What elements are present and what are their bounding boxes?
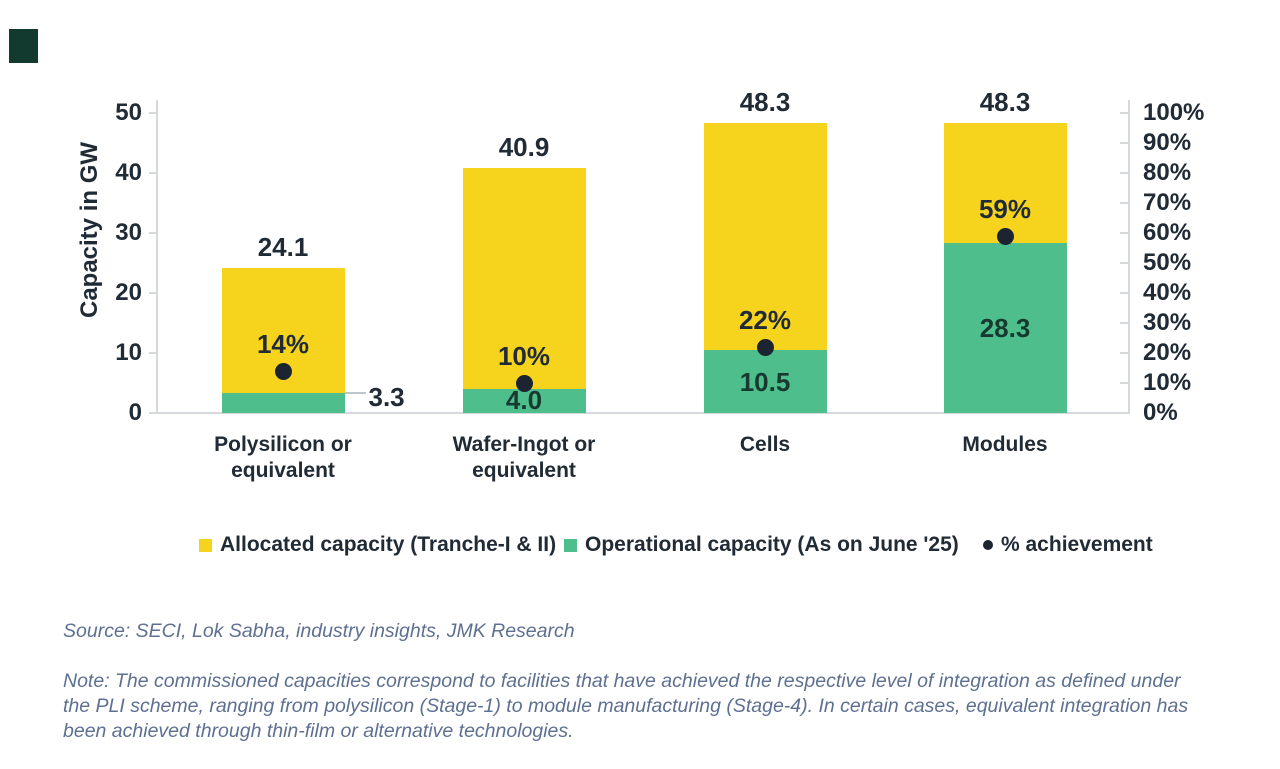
bar-operational-segment	[462, 389, 586, 413]
y-axis-tick-mark	[148, 352, 157, 354]
allocated-legend-swatch-icon	[199, 538, 212, 552]
y2-axis-tick-mark	[1120, 412, 1128, 414]
achievement-dot	[996, 227, 1014, 245]
y2-axis-tick-label: 70%	[1143, 189, 1192, 216]
legend-item-achievement: % achievement	[983, 533, 1153, 557]
bar-allocated-segment	[943, 123, 1067, 244]
y2-axis-tick-mark	[1120, 382, 1128, 384]
total-value-label: 40.9	[498, 131, 550, 162]
logo-mark	[9, 29, 38, 63]
y2-axis-tick-mark	[1120, 172, 1128, 174]
y-axis-tick-mark	[148, 232, 157, 234]
y2-axis-tick-mark	[1120, 232, 1128, 234]
operational-value-label: 10.5	[739, 366, 791, 397]
y2-axis-tick-mark	[1120, 112, 1128, 114]
operational-value-label: 4.0	[505, 385, 543, 415]
y-axis-tick-mark	[148, 292, 157, 294]
y-axis-tick-label: 20	[115, 279, 142, 306]
achievement-pct-label: 22%	[738, 305, 792, 335]
x-axis-category-label: Modules	[962, 433, 1048, 456]
total-value-label: 24.1	[257, 232, 309, 263]
y-axis-tick-label: 50	[115, 99, 142, 126]
bar-operational-segment	[943, 243, 1067, 413]
legend-item-allocated: Allocated capacity (Tranche-I & II)	[199, 533, 556, 557]
achievement-dot	[515, 374, 533, 392]
operational-value-label: 3.3	[368, 382, 405, 413]
y2-axis-tick-label: 90%	[1143, 129, 1192, 156]
achievement-pct-label: 10%	[497, 341, 551, 371]
y2-axis-tick-label: 20%	[1143, 339, 1192, 366]
right-axis-line	[1128, 100, 1130, 413]
y2-axis-tick-mark	[1120, 322, 1128, 324]
y2-axis-tick-label: 50%	[1143, 249, 1192, 276]
y2-axis-tick-mark	[1120, 352, 1128, 354]
y2-axis-tick-label: 60%	[1143, 219, 1192, 246]
achievement-legend-dot-icon	[983, 540, 993, 550]
note-text: Note: The commissioned capacities corres…	[63, 670, 1189, 742]
y2-axis-tick-mark	[1120, 262, 1128, 264]
bar-operational-segment	[221, 393, 345, 413]
y2-axis-tick-label: 0%	[1143, 399, 1178, 426]
bar-allocated-segment	[703, 123, 827, 350]
achievement-dot	[274, 362, 292, 380]
x-axis-category-label: Cells	[739, 433, 791, 456]
bar-operational-segment	[703, 350, 827, 413]
achievement-pct-label: 14%	[256, 329, 310, 359]
y2-axis-tick-label: 80%	[1143, 159, 1192, 186]
legend-label-allocated: Allocated capacity (Tranche-I & II)	[220, 533, 557, 556]
source-line: Source: SECI, Lok Sabha, industry insigh…	[63, 620, 575, 642]
operational-leader-line	[344, 392, 366, 395]
y-axis-tick-label: 0	[128, 399, 142, 426]
y2-axis-tick-mark	[1120, 292, 1128, 294]
y2-axis-tick-mark	[1120, 202, 1128, 204]
y2-axis-tick-label: 30%	[1143, 309, 1192, 336]
y2-axis-tick-label: 10%	[1143, 369, 1192, 396]
total-value-label: 48.3	[739, 87, 791, 118]
footer-notes: Source: SECI, Lok Sabha, industry insigh…	[63, 594, 1213, 769]
y-axis-tick-label: 10	[115, 339, 142, 366]
operational-legend-swatch-icon	[564, 538, 577, 552]
total-value-label: 48.3	[979, 87, 1031, 118]
operational-value-label: 28.3	[979, 313, 1031, 344]
y-axis-tick-mark	[148, 172, 157, 174]
y-axis-tick-label: 40	[115, 159, 142, 186]
achievement-pct-label: 59%	[978, 194, 1032, 224]
y2-axis-tick-mark	[1120, 142, 1128, 144]
legend-label-operational: Operational capacity (As on June '25)	[585, 533, 959, 556]
x-axis-category-label: Polysilicon or equivalent	[214, 433, 352, 482]
legend-item-operational: Operational capacity (As on June '25)	[564, 533, 959, 557]
y2-axis-tick-label: 40%	[1143, 279, 1192, 306]
y-axis-tick-label: 30	[115, 219, 142, 246]
y2-axis-tick-label: 100%	[1143, 99, 1205, 126]
capacity-chart: Capacity in GW 0 10 20 30 40 50 0% 10% 20% 30% 40%…	[76, 87, 1205, 482]
left-axis-line	[156, 100, 158, 413]
y-axis-tick-mark	[148, 412, 157, 414]
legend-label-achievement: % achievement	[1001, 533, 1153, 556]
x-axis-category-label: Wafer-Ingot or equivalent	[452, 433, 596, 482]
achievement-dot	[756, 338, 774, 356]
y-axis-tick-mark	[148, 112, 157, 114]
x-axis-baseline	[156, 412, 1130, 414]
bar-allocated-segment	[462, 167, 586, 389]
